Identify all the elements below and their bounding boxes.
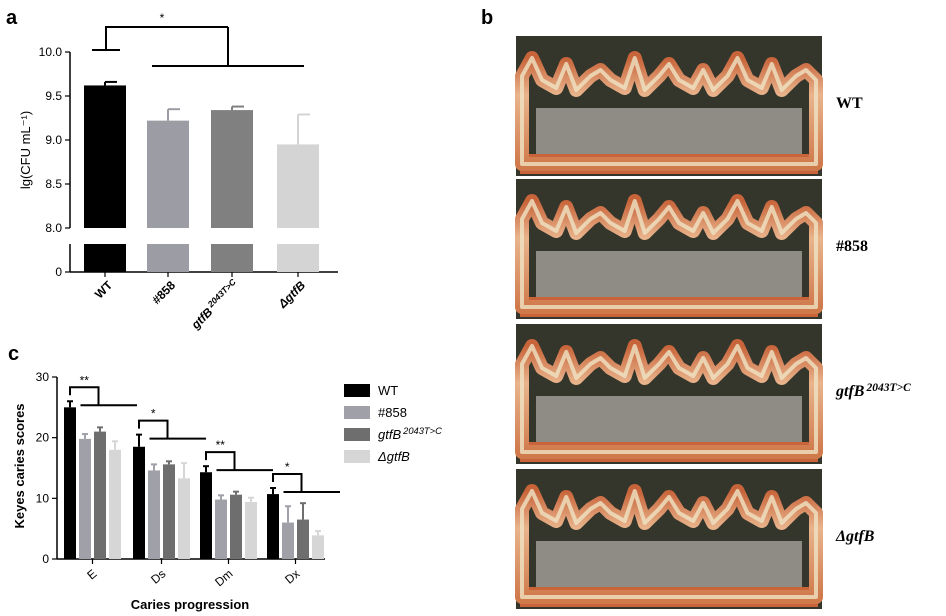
- panel-c-bar: [94, 431, 106, 559]
- panel-c-x-tick-label: Dx: [282, 567, 302, 587]
- panel-a-bar-4: [277, 144, 319, 228]
- panel-a-bar-lower-4: [277, 244, 319, 272]
- legend-label: #858: [378, 405, 407, 420]
- panel-letter-a: a: [6, 7, 18, 29]
- tooth-section-photo: [515, 179, 823, 319]
- panel-a-y-tick-label: 9.0: [45, 133, 62, 147]
- panel-c-bar: [148, 470, 160, 559]
- tooth-section-photo: [515, 324, 823, 464]
- panel-c-significance-bracket: [138, 419, 206, 440]
- legend-swatch: [344, 384, 370, 397]
- panel-c-significance-star: **: [80, 373, 90, 387]
- panel-c-bar: [109, 449, 121, 559]
- panel-a-bar-1: [84, 85, 126, 228]
- panel-a-bar-3: [211, 110, 253, 228]
- panel-c-bar: [215, 499, 227, 559]
- panel-c-x-axis-label: Caries progression: [131, 597, 250, 612]
- panel-c-bar: [79, 438, 91, 559]
- legend-label: ΔgtfB: [377, 449, 410, 464]
- panel-a-chart: 8.0 8.5 9.0 9.5 10.0 0 WT #858 gtfB2043T>C ΔgtfB…: [18, 11, 338, 332]
- panel-a-significance-bracket: [92, 26, 304, 67]
- panel-c-significance-bracket: [205, 451, 273, 472]
- panel-c-bar: [297, 519, 309, 559]
- photo-label-1: WT: [836, 95, 863, 112]
- panel-c-bar: [64, 407, 76, 559]
- panel-c-significance-bracket: [272, 473, 340, 494]
- panel-c-bar: [245, 501, 257, 559]
- panel-a-x-tick-label: #858: [149, 278, 178, 307]
- panel-c-significance-bracket: [69, 386, 137, 407]
- panel-a-x-tick-label: ΔgtfB: [275, 278, 309, 312]
- legend-label: WT: [378, 383, 398, 398]
- panel-c-y-tick-label: 30: [36, 370, 50, 384]
- panel-c-bar: [282, 522, 294, 559]
- panel-a-x-tick-label: gtfB2043T>C: [186, 276, 242, 332]
- panel-c-chart: 0 10 20 30 E Ds Dm Dx Keyes caries scores Cari…: [12, 370, 442, 612]
- panel-c-x-tick-label: E: [84, 567, 99, 583]
- photo-label-4: ΔgtfB: [835, 528, 875, 545]
- legend-swatch: [344, 428, 370, 441]
- panel-c-bar: [312, 535, 324, 559]
- panel-c-bar: [163, 464, 175, 559]
- panel-a-bar-2: [147, 120, 189, 228]
- panel-a-significance-star: *: [160, 11, 165, 25]
- panel-a-y-tick-label: 8.0: [45, 221, 62, 235]
- panel-c-x-tick-label: Dm: [212, 567, 235, 590]
- panel-a-y-tick-label: 8.5: [45, 177, 62, 191]
- tooth-section-photo: [515, 36, 823, 176]
- panel-b-photos: WT #858 gtfB 2043T>C ΔgtfB: [515, 36, 911, 609]
- panel-c-y-tick-label: 20: [36, 431, 50, 445]
- photo-label-3: gtfB 2043T>C: [835, 382, 911, 400]
- panel-c-bar: [230, 494, 242, 559]
- panel-c-y-tick-label: 0: [42, 552, 49, 566]
- panel-a-y-tick-label: 9.5: [45, 89, 62, 103]
- panel-c-x-tick-label: Ds: [148, 567, 168, 587]
- panel-c-bar: [267, 494, 279, 559]
- panel-a-bar-lower-2: [147, 244, 189, 272]
- panel-c-y-axis-label: Keyes caries scores: [12, 403, 27, 528]
- panel-c-bar: [178, 478, 190, 559]
- panel-c-significance-star: *: [151, 407, 156, 421]
- panel-a-bar-lower-3: [211, 244, 253, 272]
- panel-c-y-tick-label: 10: [36, 491, 50, 505]
- panel-a-bar-lower-1: [84, 244, 126, 272]
- legend-label: gtfB 2043T>C: [378, 426, 442, 442]
- panel-c-bar: [133, 446, 145, 559]
- panel-a-y-tick-label: 0: [55, 265, 62, 279]
- legend-swatch: [344, 406, 370, 419]
- photo-label-2: #858: [836, 238, 868, 255]
- legend-swatch: [344, 450, 370, 463]
- panel-a-x-tick-label: WT: [92, 278, 116, 302]
- panel-c-significance-star: **: [216, 438, 226, 452]
- panel-c-significance-star: *: [285, 460, 290, 474]
- panel-a-y-tick-label: 10.0: [39, 45, 63, 59]
- panel-a-y-axis-label: lg(CFU mL⁻¹): [18, 111, 33, 189]
- panel-c-bar: [200, 472, 212, 559]
- panel-letter-b: b: [481, 7, 493, 29]
- panel-letter-c: c: [8, 343, 19, 365]
- tooth-section-photo: [515, 469, 823, 609]
